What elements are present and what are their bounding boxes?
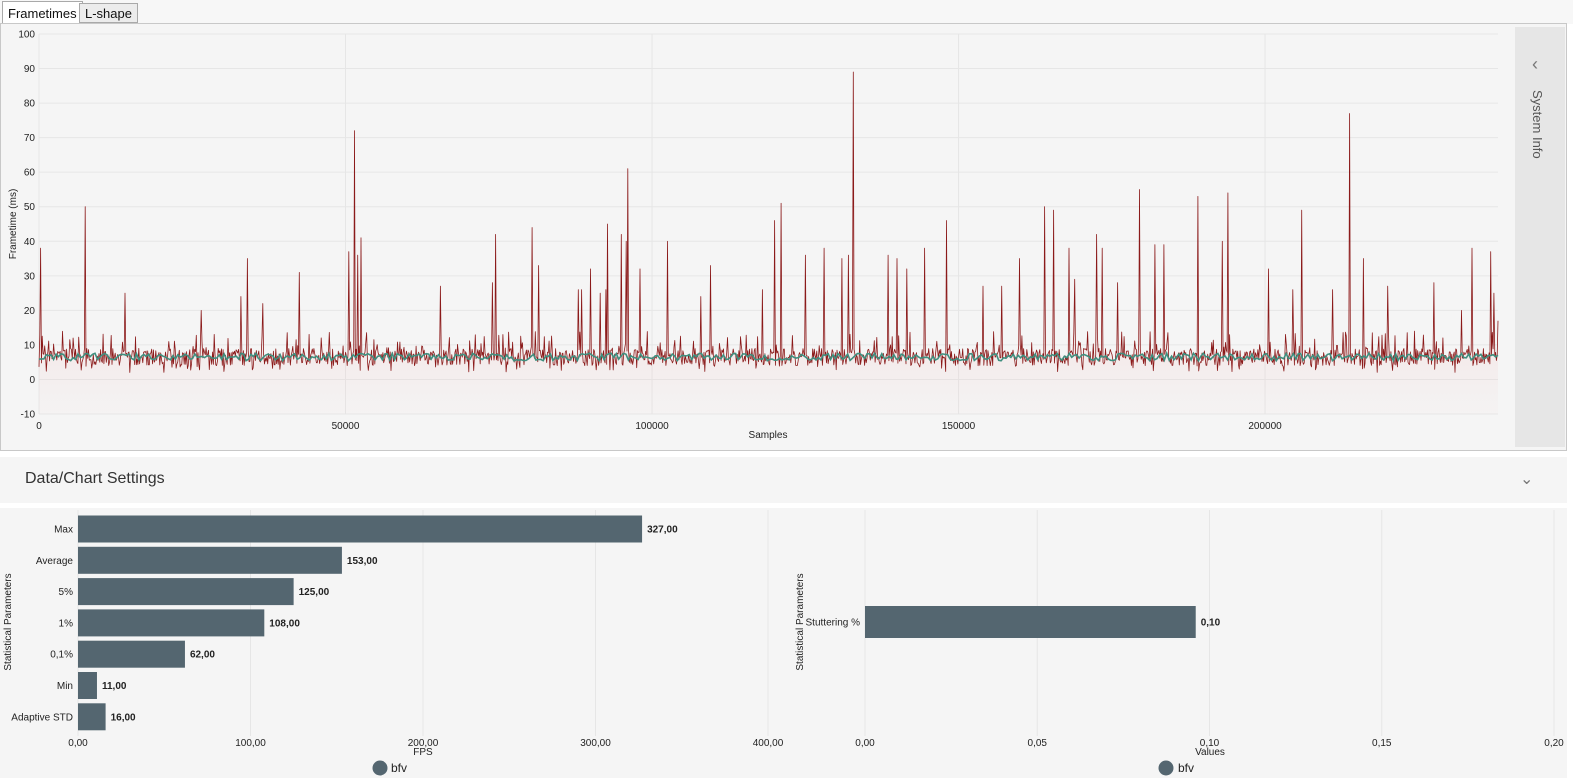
category-label: 5% — [59, 587, 74, 598]
y-tick-label: 60 — [24, 168, 36, 179]
x-axis-label: Samples — [749, 430, 788, 441]
x-tick-label: 0,15 — [1372, 738, 1392, 749]
bar-min — [78, 672, 97, 699]
statistics-panel: Max 327,00 Average 153,00 5% 125,00 1% 108,00 0,… — [0, 508, 1567, 778]
x-tick-label: 100,00 — [235, 738, 266, 749]
category-label: Stuttering % — [806, 618, 861, 629]
data-label: 11,00 — [102, 681, 127, 692]
chevron-down-icon[interactable]: ⌄ — [1520, 471, 1534, 488]
y-tick-label: 10 — [24, 340, 36, 351]
y-tick-label: 0 — [29, 375, 35, 386]
stutter-x-axis-label: Values — [1195, 747, 1225, 758]
data-label: 125,00 — [299, 587, 330, 598]
stuttering-bar-chart: Stuttering % 0,10 0,00 0,05 0,10 0,15 0,20 St… — [795, 510, 1564, 776]
stutter-y-axis-label: Statistical Parameters — [795, 573, 806, 670]
x-tick-label: 0,00 — [855, 738, 875, 749]
fps-y-axis-label: Statistical Parameters — [3, 573, 14, 670]
frametime-series-line — [38, 71, 1499, 373]
stutter-legend-marker — [1158, 760, 1174, 776]
x-tick-label: 0 — [36, 421, 42, 432]
bar-1- — [78, 609, 265, 637]
x-tick-label: 300,00 — [580, 738, 611, 749]
moving-average-series-line — [38, 350, 1499, 363]
bar-0-1- — [78, 640, 185, 668]
tab-bar: Frametimes L-shape — [0, 0, 1573, 24]
y-tick-label: -10 — [21, 410, 36, 421]
bar-5- — [78, 578, 294, 606]
data-label: 108,00 — [269, 618, 300, 629]
x-tick-label: 150000 — [942, 421, 976, 432]
data-label: 16,00 — [111, 712, 136, 723]
category-label: Min — [57, 681, 73, 692]
y-tick-label: 30 — [24, 271, 36, 282]
bar-adaptive-std — [78, 703, 106, 731]
y-tick-label: 80 — [24, 99, 36, 110]
bar-average — [78, 546, 342, 574]
data-label: 153,00 — [347, 556, 378, 567]
x-tick-label: 200,00 — [408, 738, 439, 749]
x-tick-label: 0,00 — [68, 738, 88, 749]
x-tick-label: 400,00 — [753, 738, 784, 749]
x-tick-label: 0,05 — [1028, 738, 1048, 749]
x-tick-label: 50000 — [332, 421, 360, 432]
x-tick-label: 0,20 — [1544, 738, 1564, 749]
y-axis-label: Frametime (ms) — [8, 189, 19, 260]
category-label: 0,1% — [50, 650, 73, 661]
system-info-title: System Info — [1530, 90, 1545, 159]
frametime-fill-area — [39, 72, 1498, 414]
tab-frametimes[interactable]: Frametimes — [2, 1, 83, 24]
bar-max — [78, 515, 643, 543]
fps-legend-label: bfv — [391, 761, 407, 775]
y-tick-label: 40 — [24, 237, 36, 248]
fps-bar-chart: Max 327,00 Average 153,00 5% 125,00 1% 108,00 0,… — [3, 510, 784, 776]
data-label: 0,10 — [1201, 618, 1221, 629]
data-chart-settings-bar[interactable]: Data/Chart Settings ⌄ — [0, 457, 1567, 503]
x-tick-label: 100000 — [635, 421, 669, 432]
system-info-panel[interactable]: ‹ System Info — [1515, 27, 1565, 447]
category-label: Max — [54, 525, 73, 536]
data-label: 62,00 — [190, 650, 215, 661]
stutter-legend-label: bfv — [1178, 761, 1194, 775]
fps-x-axis-label: FPS — [413, 747, 433, 758]
y-tick-label: 70 — [24, 133, 36, 144]
chevron-left-icon[interactable]: ‹ — [1532, 54, 1538, 74]
x-tick-label: 0,10 — [1200, 738, 1220, 749]
bar-stuttering- — [865, 606, 1196, 638]
tab-l-shape[interactable]: L-shape — [79, 3, 138, 23]
category-label: 1% — [59, 618, 74, 629]
data-label: 327,00 — [647, 525, 678, 536]
y-tick-label: 100 — [18, 30, 35, 41]
fps-legend-marker — [372, 760, 388, 776]
y-tick-label: 90 — [24, 64, 36, 75]
x-tick-label: 200000 — [1248, 421, 1282, 432]
category-label: Average — [36, 556, 74, 567]
settings-title: Data/Chart Settings — [25, 470, 165, 487]
frametime-chart-panel: 100 90 80 70 60 50 40 30 20 10 0 -10 0 50000 100000 15… — [0, 23, 1567, 451]
category-label: Adaptive STD — [11, 712, 73, 723]
y-tick-label: 50 — [24, 202, 36, 213]
y-tick-label: 20 — [24, 306, 36, 317]
